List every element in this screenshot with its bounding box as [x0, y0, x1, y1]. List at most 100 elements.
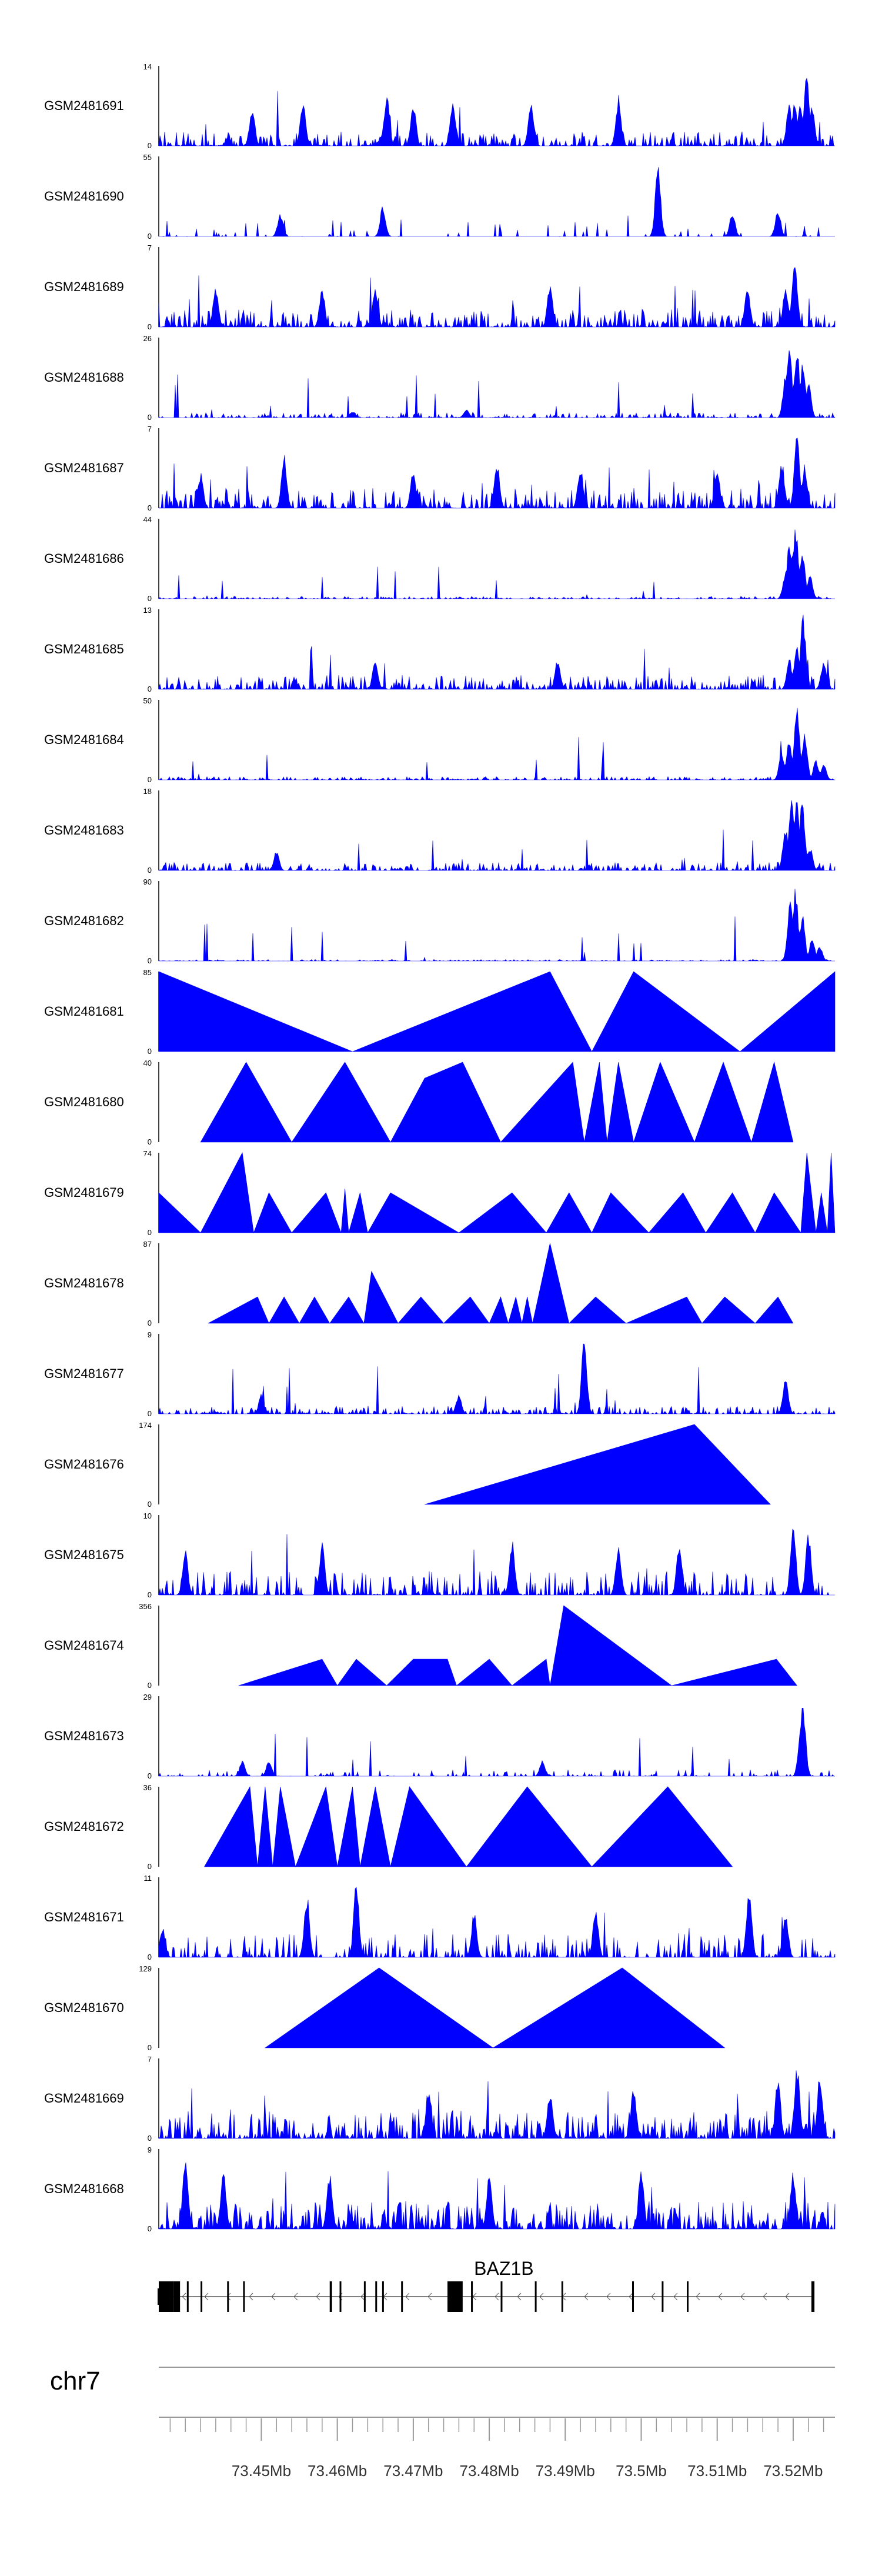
coverage-area: [158, 77, 836, 147]
strand-arrow-icon: [584, 2293, 589, 2301]
gene-utr: [158, 2288, 173, 2305]
track-ymin-label: 0: [148, 2134, 152, 2143]
strand-arrow-icon: [718, 2293, 723, 2301]
strand-arrow-icon: [785, 2293, 790, 2301]
coverage-area: [158, 1887, 836, 1958]
strand-arrow-icon: [427, 2293, 432, 2301]
track-ymin-label: 0: [148, 775, 152, 784]
data-track: GSM2481668 9 0: [44, 2145, 836, 2233]
gene-exon: [382, 2281, 384, 2312]
track-label: GSM2481689: [44, 279, 124, 294]
track-label: GSM2481679: [44, 1185, 124, 1200]
gene-exon: [339, 2281, 342, 2312]
data-track: GSM2481677 9 0: [44, 1330, 836, 1418]
strand-arrow-icon: [405, 2293, 410, 2301]
tick-label: 73.49Mb: [536, 2462, 595, 2480]
track-ymin-label: 0: [148, 322, 152, 331]
track-ymax-label: 11: [144, 1874, 152, 1883]
coverage-area: [200, 1061, 794, 1143]
tick-label: 73.51Mb: [687, 2462, 747, 2480]
strand-arrow-icon: [696, 2293, 700, 2301]
data-track: GSM2481690 55 0: [44, 153, 835, 241]
gene-exon: [500, 2281, 503, 2312]
track-ymin-label: 0: [148, 685, 152, 693]
tick-label: 73.52Mb: [763, 2462, 823, 2480]
strand-arrow-icon: [316, 2293, 320, 2301]
track-label: GSM2481686: [44, 551, 124, 566]
strand-arrow-icon: [673, 2293, 678, 2301]
gene-exon: [173, 2281, 181, 2312]
chromosome-label: chr7: [50, 2367, 101, 2395]
data-track: GSM2481685 13 0: [44, 606, 836, 693]
gene-exon: [471, 2281, 473, 2312]
strand-arrow-icon: [226, 2293, 231, 2301]
coverage-area: [158, 708, 836, 780]
track-ymax-label: 55: [143, 153, 152, 162]
coverage-area: [158, 971, 836, 1052]
gene-exon: [186, 2281, 189, 2312]
track-ymin-label: 0: [148, 1137, 152, 1146]
track-label: GSM2481676: [44, 1457, 124, 1471]
gene-exon: [363, 2281, 366, 2312]
strand-arrow-icon: [293, 2293, 298, 2301]
tick-label: 73.45Mb: [232, 2462, 291, 2480]
coverage-area: [158, 615, 836, 690]
coverage-area: [158, 350, 836, 419]
data-track: GSM2481672 36 0: [44, 1783, 733, 1871]
coverage-area: [203, 1786, 733, 1868]
track-ymin-label: 0: [148, 1771, 152, 1780]
gene-exon: [662, 2281, 664, 2312]
tick-label: 73.5Mb: [616, 2462, 667, 2480]
track-label: GSM2481669: [44, 2091, 124, 2105]
strand-arrow-icon: [271, 2293, 276, 2301]
strand-arrow-icon: [182, 2293, 186, 2301]
gene-exon: [811, 2281, 815, 2312]
gene-exon: [375, 2281, 377, 2312]
strand-arrow-icon: [606, 2293, 611, 2301]
track-label: GSM2481673: [44, 1729, 124, 1743]
data-track: GSM2481680 40 0: [44, 1059, 794, 1146]
track-ymax-label: 9: [148, 2145, 152, 2154]
track-label: GSM2481668: [44, 2181, 124, 2196]
strand-arrow-icon: [249, 2293, 253, 2301]
gene-label: BAZ1B: [474, 2258, 533, 2279]
track-ymax-label: 7: [148, 243, 152, 252]
track-ymin-label: 0: [148, 413, 152, 422]
track-label: GSM2481680: [44, 1095, 124, 1109]
track-ymax-label: 85: [143, 968, 152, 977]
gene-exon: [329, 2281, 332, 2312]
track-label: GSM2481691: [44, 98, 124, 113]
genome-axis: 73.45Mb 73.46Mb 73.47Mb 73.48Mb 73.49Mb 73.5M…: [159, 2417, 835, 2480]
strand-arrow-icon: [539, 2293, 544, 2301]
data-track: GSM2481687 7 0: [44, 425, 836, 512]
data-track: GSM2481673 29 0: [44, 1693, 835, 1780]
coverage-area: [158, 267, 836, 328]
gene-exon: [243, 2281, 245, 2312]
data-track: GSM2481686 44 0: [44, 515, 835, 603]
coverage-area: [158, 1152, 836, 1234]
track-ymax-label: 50: [143, 696, 152, 705]
track-ymax-label: 10: [143, 1511, 152, 1520]
coverage-area: [158, 2070, 836, 2140]
data-track: GSM2481674 356 0: [44, 1602, 798, 1690]
coverage-area: [158, 889, 835, 962]
coverage-area: [425, 1424, 771, 1505]
gene-exon: [534, 2281, 537, 2312]
data-track: GSM2481691 14 0: [44, 62, 836, 150]
gene-exon: [447, 2281, 463, 2312]
track-ymax-label: 40: [143, 1059, 152, 1067]
track-ymax-label: 18: [143, 787, 152, 796]
coverage-area: [264, 1967, 726, 2048]
track-ymin-label: 0: [148, 1409, 152, 1418]
track-label: GSM2481675: [44, 1547, 124, 1562]
track-label: GSM2481681: [44, 1004, 124, 1019]
gene-exon: [201, 2281, 203, 2312]
coverage-area: [158, 438, 836, 509]
track-ymin-label: 0: [148, 1047, 152, 1056]
data-track: GSM2481671 11 0: [44, 1874, 836, 1961]
track-ymax-label: 90: [143, 877, 152, 886]
tick-label: 73.48Mb: [459, 2462, 519, 2480]
strand-arrow-icon: [360, 2293, 365, 2301]
data-track: GSM2481684 50 0: [44, 696, 836, 784]
